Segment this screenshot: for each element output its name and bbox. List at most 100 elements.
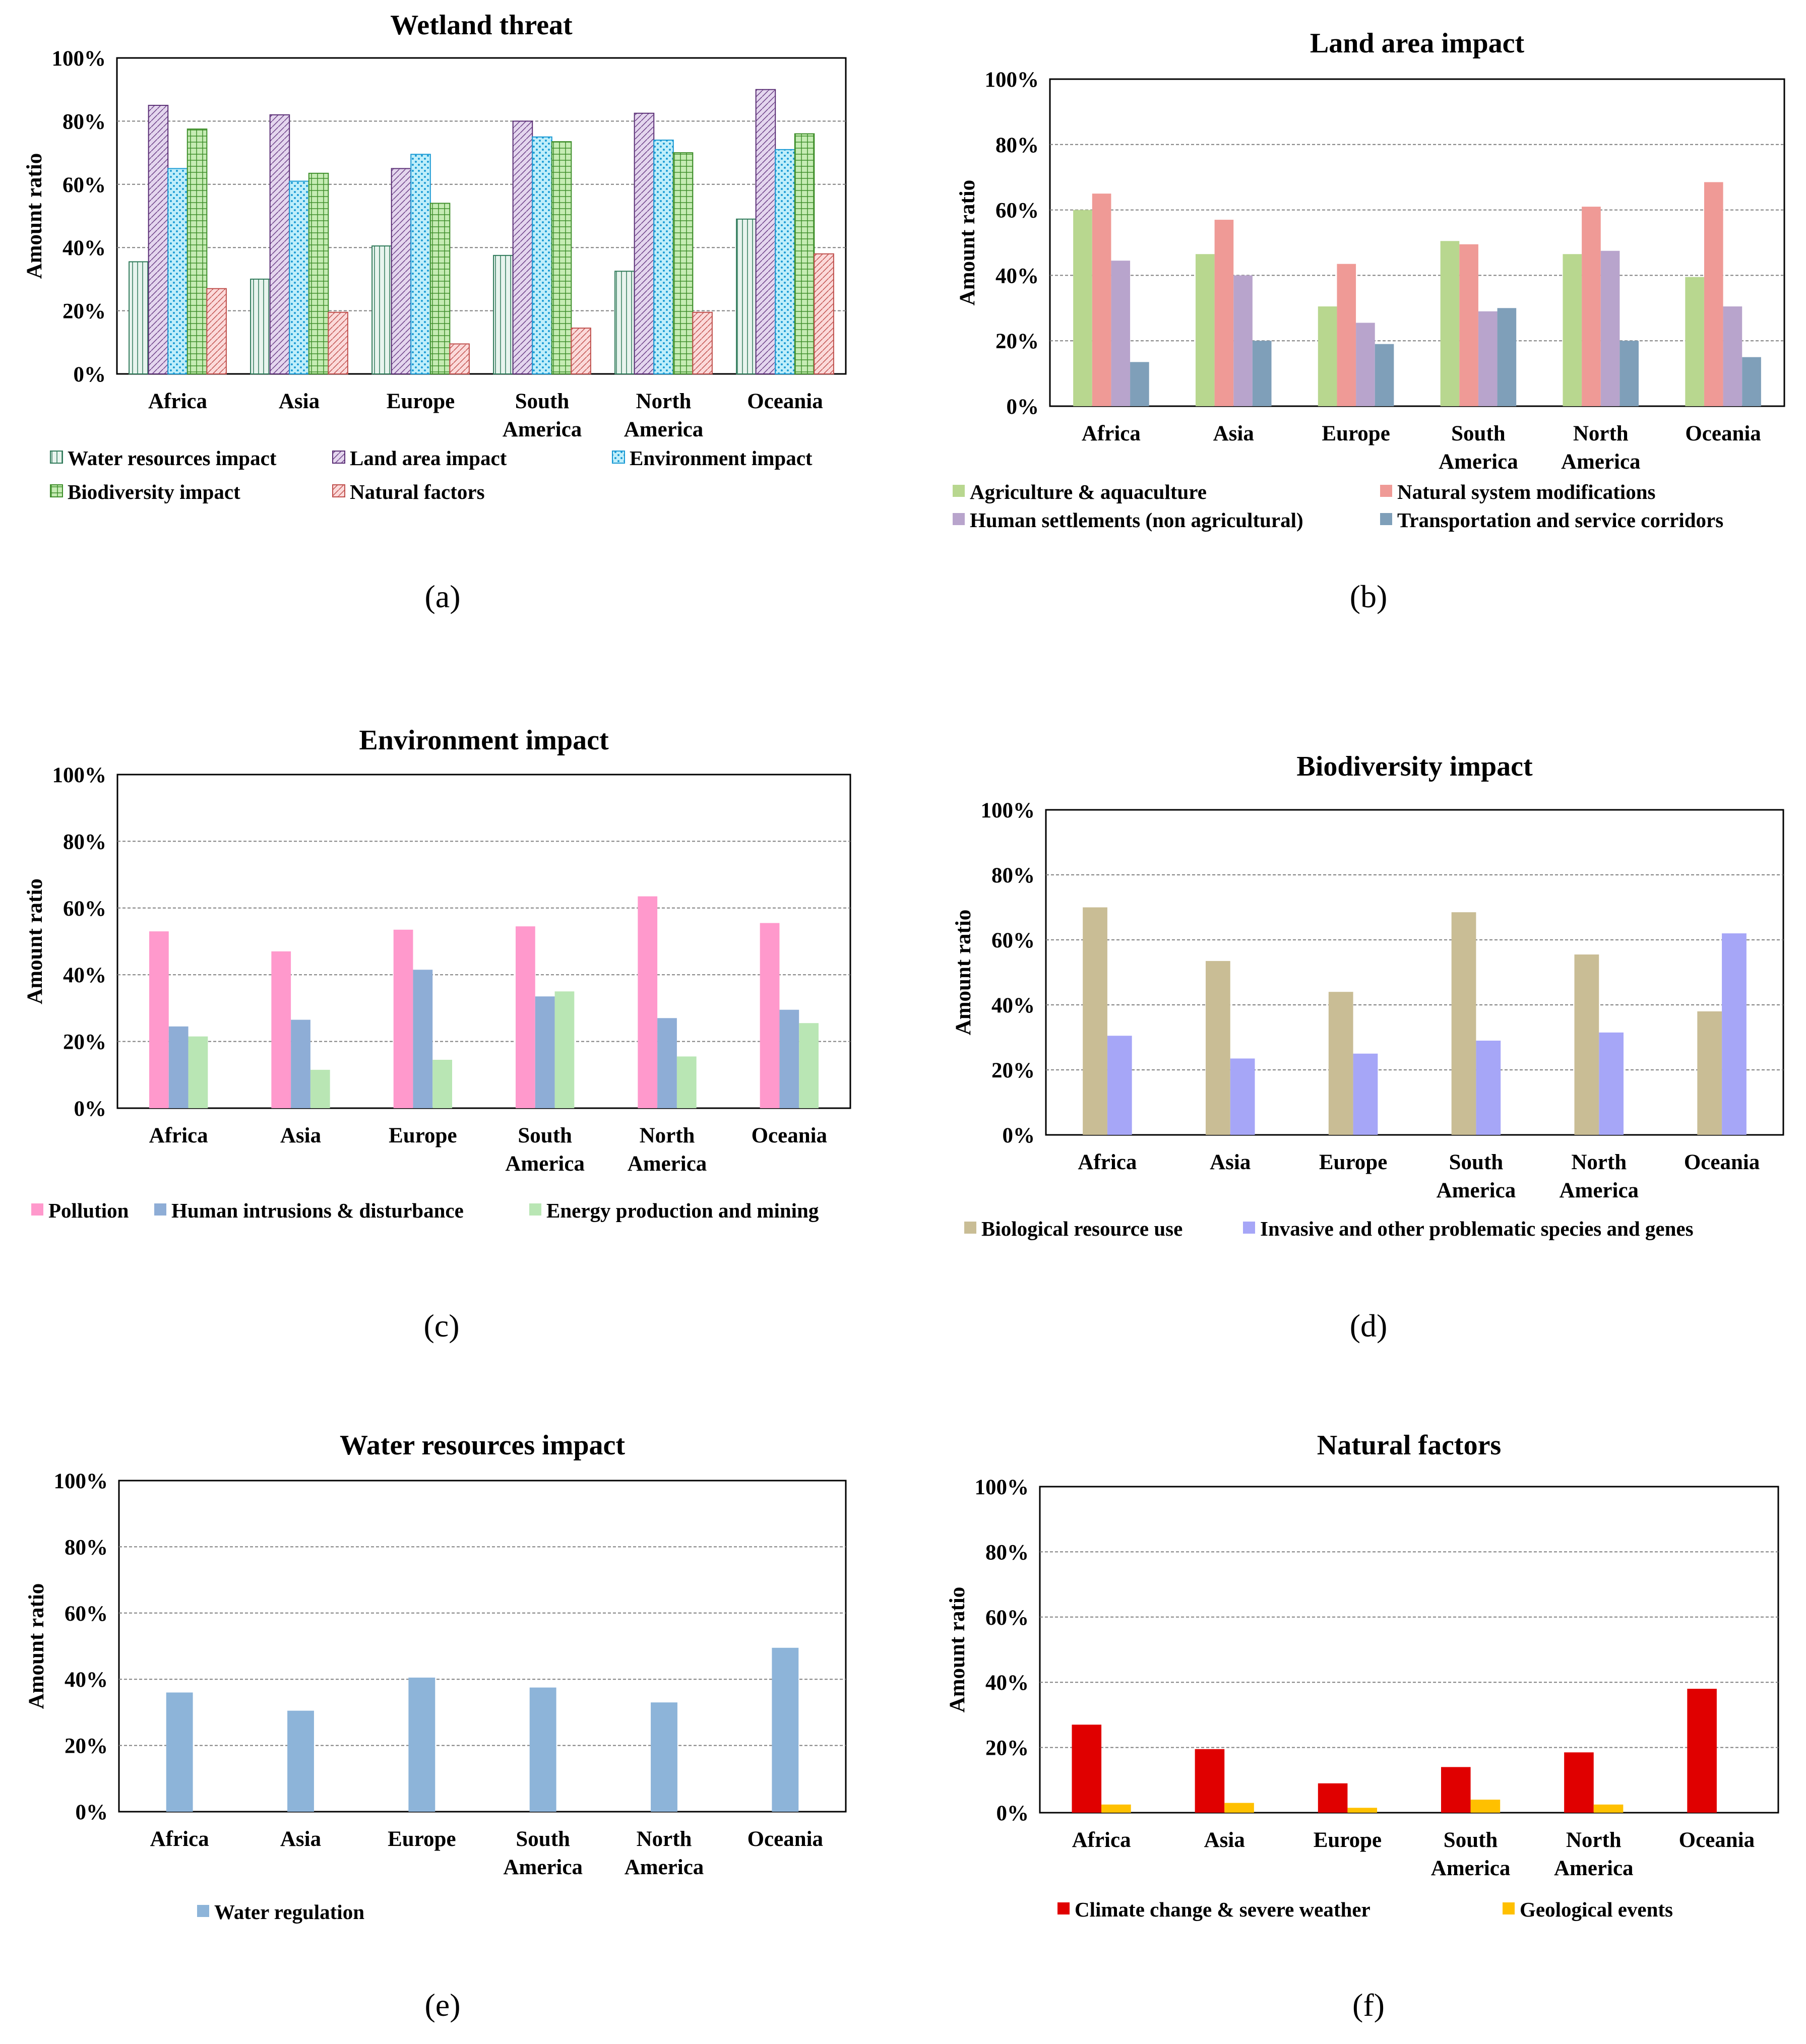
x-tick-label: Asia xyxy=(280,1827,321,1851)
x-tick-label: North xyxy=(1573,422,1629,445)
legend-label: Agriculture & aquaculture xyxy=(970,480,1207,503)
x-tick-label: Oceania xyxy=(748,1827,823,1851)
bar xyxy=(535,996,555,1108)
bar xyxy=(449,343,470,374)
panel-caption: (e) xyxy=(424,1987,460,2023)
charts-root: Wetland threat 0% 20% 40% 60% 80% 100% Amount r… xyxy=(23,10,1785,2023)
y-axis-label: Amount ratio xyxy=(23,878,47,1004)
panel-caption: (d) xyxy=(1350,1308,1388,1344)
y-tick-label: 80% xyxy=(63,830,106,854)
y-tick-label: 20% xyxy=(63,1031,106,1054)
x-tick-label: America xyxy=(625,1856,704,1879)
bar xyxy=(289,180,309,374)
y-tick-label: 60% xyxy=(991,929,1035,952)
bar xyxy=(1328,992,1353,1135)
legend-swatch xyxy=(50,484,63,497)
legend-swatch xyxy=(1380,513,1392,525)
y-tick-label: 0% xyxy=(1007,395,1039,419)
bar xyxy=(1107,1036,1132,1135)
bar xyxy=(799,1023,819,1108)
bar xyxy=(149,931,169,1108)
x-tick-label: Oceania xyxy=(1684,1151,1760,1174)
y-tick-label: 100% xyxy=(975,1476,1029,1499)
bar xyxy=(1451,912,1476,1135)
legend-label: Energy production and mining xyxy=(546,1199,819,1222)
x-tick-label: America xyxy=(503,418,582,441)
panel-caption: (f) xyxy=(1352,1987,1385,2023)
x-tick-label: Asia xyxy=(1204,1828,1245,1852)
legend-swatch xyxy=(50,451,63,464)
x-tick-label: North xyxy=(1566,1828,1622,1852)
bar xyxy=(814,253,834,374)
y-axis-label: Amount ratio xyxy=(23,153,46,279)
x-tick-label: Africa xyxy=(149,1124,208,1147)
bar xyxy=(1318,1783,1348,1813)
bar xyxy=(1685,277,1704,406)
bar xyxy=(634,112,655,375)
bar xyxy=(779,1009,799,1108)
y-tick-label: 40% xyxy=(63,964,106,987)
bar xyxy=(1130,362,1149,406)
legend-label: Environment impact xyxy=(630,446,813,470)
bar xyxy=(657,1018,677,1108)
bar xyxy=(308,172,329,374)
bar xyxy=(760,923,780,1108)
y-axis-label: Amount ratio xyxy=(952,910,975,1036)
y-tick-label: 40% xyxy=(995,264,1039,288)
x-tick-label: South xyxy=(1449,1151,1504,1174)
bar xyxy=(250,278,271,375)
x-tick-label: Oceania xyxy=(1679,1828,1755,1852)
bar xyxy=(1704,182,1723,406)
y-axis-label: Amount ratio xyxy=(25,1583,48,1709)
bar xyxy=(408,1677,435,1812)
legend-swatch xyxy=(953,485,965,497)
panel-caption: (b) xyxy=(1350,579,1388,614)
y-tick-label: 40% xyxy=(991,994,1035,1017)
x-tick-label: North xyxy=(636,390,692,413)
bar xyxy=(328,311,348,374)
x-tick-label: America xyxy=(1437,1179,1516,1202)
y-tick-label: 0% xyxy=(997,1802,1029,1825)
legend-swatch xyxy=(1380,485,1392,497)
chart-title: Environment impact xyxy=(359,725,609,756)
y-axis-label: Amount ratio xyxy=(946,1587,969,1713)
x-tick-label: Asia xyxy=(1210,1151,1251,1174)
bar xyxy=(1214,220,1234,406)
bar xyxy=(516,926,535,1108)
bar xyxy=(1347,1808,1378,1813)
plot-area xyxy=(1039,1486,1779,1814)
legend-label: Geological events xyxy=(1520,1898,1673,1921)
x-tick-label: Africa xyxy=(1072,1828,1131,1852)
y-tick-label: 80% xyxy=(991,864,1035,887)
bar xyxy=(1252,341,1272,406)
chart-title: Water resources impact xyxy=(340,1430,625,1461)
legend-label: Pollution xyxy=(48,1199,129,1222)
bar xyxy=(391,168,412,374)
x-tick-label: Europe xyxy=(388,1827,456,1851)
legend-label: Climate change & severe weather xyxy=(1075,1898,1371,1921)
bar xyxy=(1582,207,1601,406)
bar xyxy=(1111,261,1131,406)
x-tick-label: America xyxy=(1431,1857,1511,1880)
bar xyxy=(755,89,776,374)
y-tick-label: 40% xyxy=(985,1671,1029,1695)
bar xyxy=(1337,264,1356,406)
bar xyxy=(1742,357,1761,406)
legend-label: Natural factors xyxy=(350,480,485,503)
x-tick-label: Africa xyxy=(1078,1151,1137,1174)
bar xyxy=(1563,254,1582,406)
legend-swatch xyxy=(1243,1222,1255,1234)
chart-panel-5: Water resources impact 0% 20% 40% 60% 80% 100%… xyxy=(25,1430,847,2023)
chart-title: Wetland threat xyxy=(390,10,573,41)
x-tick-label: America xyxy=(1561,450,1641,474)
legend-swatch xyxy=(1057,1902,1070,1914)
x-tick-label: America xyxy=(1559,1179,1639,1202)
bar xyxy=(638,896,658,1108)
legend-label: Water resources impact xyxy=(68,446,277,470)
legend-swatch xyxy=(964,1222,976,1234)
x-tick-label: America xyxy=(624,418,704,441)
x-tick-label: Asia xyxy=(279,390,320,413)
bar xyxy=(554,991,575,1108)
bar xyxy=(432,1060,452,1108)
panel-caption: (a) xyxy=(424,579,460,614)
